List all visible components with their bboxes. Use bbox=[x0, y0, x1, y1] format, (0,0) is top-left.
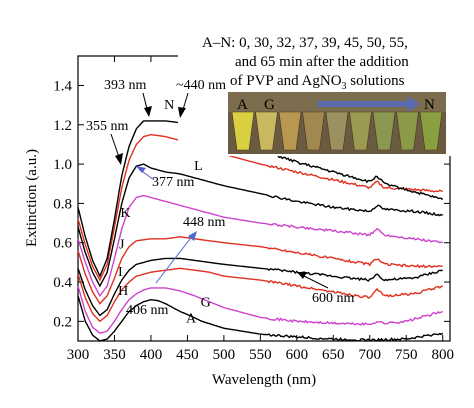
vial-6 bbox=[349, 111, 372, 151]
annotation-393nm: 393 nm bbox=[104, 78, 147, 93]
annotation-406nm: 406 nm bbox=[126, 303, 169, 318]
vial-label-n: N bbox=[424, 97, 435, 113]
y-tick-label: 0.6 bbox=[53, 236, 72, 252]
curve-label-k: K bbox=[120, 206, 130, 221]
axis-ticks: 300 350 400 450 500 550 600 650 700 750 800 0.2 0.4 0… bbox=[53, 56, 454, 363]
vials bbox=[231, 111, 443, 151]
series-line-i bbox=[77, 257, 443, 317]
annotation-440nm-arrowhead bbox=[178, 107, 186, 118]
curve-label-i: I bbox=[118, 265, 123, 280]
inset-panel: A–N: 0, 30, 32, 37, 39, 45, 50, 55, and … bbox=[178, 28, 463, 156]
curve-label-a: A bbox=[186, 311, 197, 326]
vial-4 bbox=[302, 111, 325, 151]
series-line-l bbox=[77, 163, 443, 288]
inset-line-3: of PVP and AgNO3 solutions bbox=[230, 73, 405, 92]
vial-2 bbox=[255, 111, 278, 151]
x-tick-label: 400 bbox=[140, 347, 163, 363]
annotation-440nm: ~440 nm bbox=[176, 78, 226, 93]
annotation-355nm: 355 nm bbox=[86, 119, 129, 134]
vial-1 bbox=[231, 111, 255, 151]
series-line-k bbox=[77, 194, 443, 298]
inset-line-3-main: of PVP and AgNO bbox=[230, 73, 342, 89]
inset-line-3-end: solutions bbox=[350, 73, 404, 89]
annotation-377nm: 377 nm bbox=[152, 175, 195, 190]
y-tick-label: 0.4 bbox=[53, 275, 72, 291]
curve-label-n: N bbox=[164, 98, 174, 113]
vials-photo: A G N bbox=[228, 92, 446, 154]
x-axis-title: Wavelength (nm) bbox=[212, 372, 316, 388]
series-line-a bbox=[77, 295, 444, 342]
annotation-600nm-arrow bbox=[299, 273, 329, 289]
series-line-g bbox=[77, 285, 443, 334]
series-line-j bbox=[77, 236, 443, 305]
annotation-448nm-arrowhead bbox=[188, 231, 197, 241]
y-tick-label: 1.2 bbox=[53, 118, 72, 134]
vial-order-arrow-head bbox=[408, 96, 420, 112]
curve-label-j: J bbox=[119, 238, 125, 253]
x-tick-label: 600 bbox=[286, 347, 309, 363]
y-tick-label: 1.0 bbox=[53, 157, 72, 173]
vial-8 bbox=[396, 111, 419, 151]
annotations: 393 nm ~440 nm 355 nm 377 nm 448 nm 600 … bbox=[86, 78, 355, 318]
annotation-600nm: 600 nm bbox=[312, 291, 355, 306]
x-tick-label: 650 bbox=[322, 347, 345, 363]
inset-line-1: A–N: 0, 30, 32, 37, 39, 45, 50, 55, bbox=[202, 35, 408, 51]
annotation-448nm: 448 nm bbox=[183, 215, 226, 230]
x-tick-label: 550 bbox=[249, 347, 272, 363]
x-tick-label: 750 bbox=[395, 347, 418, 363]
vial-order-arrow-shaft bbox=[318, 101, 410, 107]
x-tick-label: 800 bbox=[431, 347, 454, 363]
y-tick-label: 1.4 bbox=[53, 78, 72, 94]
series-layer bbox=[77, 120, 444, 342]
y-tick-label: 0.8 bbox=[53, 196, 72, 212]
annotation-393nm-arrowhead bbox=[144, 106, 152, 117]
x-tick-label: 500 bbox=[213, 347, 236, 363]
vial-label-g: G bbox=[264, 97, 275, 113]
x-tick-label: 300 bbox=[67, 347, 90, 363]
curve-label-l: L bbox=[194, 159, 203, 174]
vial-7 bbox=[372, 111, 396, 151]
annotation-600nm-arrowhead bbox=[297, 272, 307, 279]
curve-label-g: G bbox=[201, 296, 211, 311]
annotation-355nm-arrowhead bbox=[115, 153, 123, 165]
y-tick-label: 0.2 bbox=[53, 314, 72, 330]
curve-label-h: H bbox=[118, 284, 128, 299]
inset-line-2: and 65 min after the addition bbox=[235, 54, 409, 70]
vial-3 bbox=[278, 111, 302, 151]
x-tick-label: 450 bbox=[176, 347, 199, 363]
annotation-448nm-arrow bbox=[155, 234, 194, 284]
x-tick-label: 700 bbox=[359, 347, 382, 363]
series-line-h bbox=[77, 267, 443, 323]
x-tick-label: 350 bbox=[103, 347, 126, 363]
vial-label-a: A bbox=[237, 97, 248, 113]
vial-5 bbox=[325, 111, 349, 151]
series-line-m bbox=[77, 133, 443, 282]
vial-9 bbox=[419, 111, 443, 151]
vial-order-arrow bbox=[318, 96, 420, 112]
inset-line-3-sub: 3 bbox=[342, 81, 347, 92]
annotation-377nm-arrowhead bbox=[136, 166, 146, 173]
y-axis-title: Extinction (a.u.) bbox=[24, 149, 40, 247]
